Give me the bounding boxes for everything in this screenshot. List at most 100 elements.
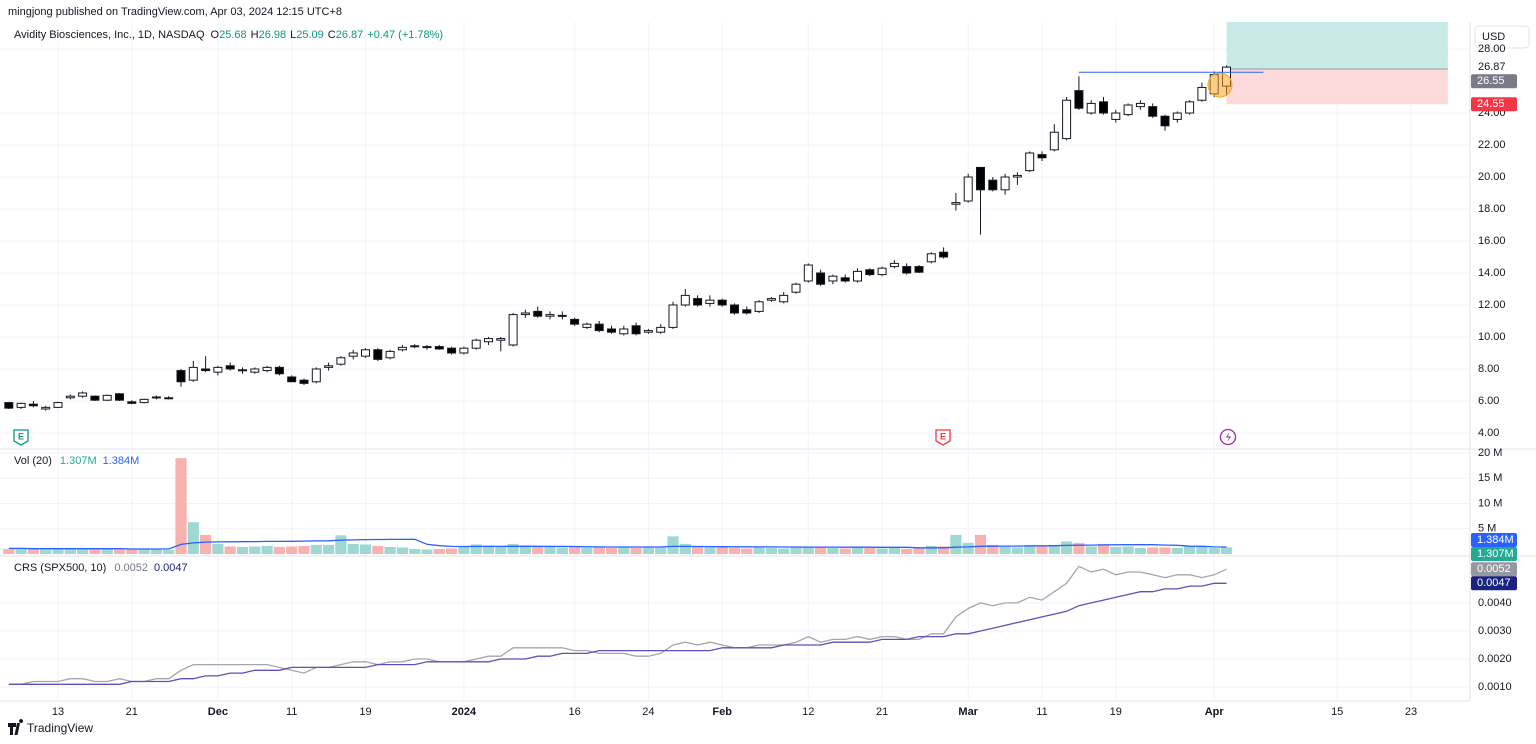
volume-bar bbox=[421, 549, 433, 554]
volume-bar bbox=[630, 547, 642, 554]
x-tick-label: Mar bbox=[958, 706, 978, 718]
currency-button[interactable] bbox=[1474, 25, 1530, 49]
candle-body bbox=[865, 269, 875, 276]
volume-bar bbox=[101, 548, 113, 554]
volume-bar bbox=[396, 547, 408, 554]
volume-bar bbox=[470, 544, 482, 554]
candle-body bbox=[1111, 112, 1121, 120]
stop-label-box bbox=[1471, 97, 1517, 112]
y-tick-label: 18.00 bbox=[1478, 203, 1506, 215]
volume-bar bbox=[1159, 547, 1171, 554]
volume-label-box bbox=[1471, 547, 1517, 562]
legend-title: CRS (SPX500, 10) bbox=[14, 562, 106, 574]
volume-bar bbox=[962, 542, 974, 554]
event-marker[interactable] bbox=[1219, 428, 1237, 446]
candle-body bbox=[668, 304, 678, 328]
volume-bar bbox=[618, 547, 630, 554]
volume-bar bbox=[753, 547, 765, 554]
x-tick-label: 21 bbox=[126, 706, 138, 718]
candle-body bbox=[4, 402, 14, 409]
ohlc-label: O bbox=[211, 29, 220, 41]
volume-bar bbox=[236, 546, 249, 554]
candle-body bbox=[717, 299, 727, 306]
hline-label-box bbox=[1471, 74, 1517, 89]
y-tick-label: 4.00 bbox=[1478, 427, 1499, 439]
candle-body bbox=[385, 350, 395, 359]
volume-bar bbox=[987, 544, 999, 554]
profit-zone bbox=[1226, 22, 1448, 70]
candle-body bbox=[557, 314, 567, 317]
x-tick-label: 13 bbox=[52, 706, 64, 718]
legend-value: 1.307M bbox=[60, 455, 97, 467]
legend-title: Avidity Biosciences, Inc., 1D, NASDAQ bbox=[14, 29, 205, 41]
candle-body bbox=[643, 330, 653, 333]
loss-zone bbox=[1226, 69, 1448, 105]
candle-body bbox=[1049, 131, 1059, 151]
volume-bar bbox=[359, 544, 372, 554]
volume-bar bbox=[1097, 543, 1110, 554]
y-tick-label: 8.00 bbox=[1478, 363, 1499, 375]
candle-body bbox=[816, 272, 826, 285]
candle-body bbox=[238, 369, 247, 372]
y-tick-label: 6.00 bbox=[1478, 395, 1499, 407]
earnings-icon[interactable] bbox=[13, 429, 29, 446]
candle-body bbox=[607, 328, 616, 333]
candle-body bbox=[299, 379, 309, 384]
candle-body bbox=[889, 262, 899, 268]
candle-body bbox=[631, 325, 641, 335]
candle-body bbox=[1012, 174, 1022, 178]
candle-body bbox=[803, 264, 813, 282]
volume-bar bbox=[409, 548, 421, 554]
candle-body bbox=[274, 366, 284, 375]
earnings-marker[interactable]: E bbox=[935, 429, 951, 446]
volume-ma-label-box bbox=[1471, 533, 1517, 548]
legend-change: +0.47 (+1.78%) bbox=[367, 29, 443, 41]
volume-bar bbox=[446, 548, 458, 554]
y-tick-label: 20 M bbox=[1478, 447, 1502, 459]
stop-label: 24.55 bbox=[1477, 98, 1505, 110]
volume-bar bbox=[249, 546, 261, 554]
legend-title: Vol (20) bbox=[14, 455, 52, 467]
candle-body bbox=[828, 275, 838, 282]
brand[interactable]: TradingView bbox=[27, 721, 93, 735]
candle-body bbox=[1135, 102, 1145, 108]
volume-bar bbox=[864, 547, 876, 554]
volume-bar bbox=[335, 535, 347, 554]
volume-bar bbox=[3, 548, 15, 554]
price-plot bbox=[4, 22, 1448, 411]
volume-bar bbox=[1208, 547, 1220, 554]
volume-bar bbox=[150, 549, 162, 554]
volume-bar bbox=[642, 547, 654, 554]
currency[interactable]: USD bbox=[1482, 31, 1505, 43]
earnings-icon[interactable] bbox=[935, 429, 951, 446]
x-tick-label: 11 bbox=[286, 706, 297, 718]
candle-body bbox=[520, 312, 530, 316]
crs-label: 0.0052 bbox=[1477, 563, 1511, 575]
candle-body bbox=[1185, 101, 1195, 114]
volume-bar bbox=[581, 547, 593, 554]
ohlc-value: 25.68 bbox=[219, 29, 247, 41]
y-tick-label: 14.00 bbox=[1478, 267, 1506, 279]
volume-bar bbox=[655, 546, 667, 554]
earnings-glyph: E bbox=[18, 431, 24, 441]
volume-bar bbox=[815, 547, 827, 554]
candle-body bbox=[1197, 86, 1207, 101]
x-tick-label: 16 bbox=[568, 706, 580, 718]
volume-bar bbox=[163, 549, 175, 554]
candle-body bbox=[791, 283, 801, 293]
volume-bar bbox=[692, 546, 704, 554]
candle-body bbox=[176, 370, 186, 383]
volume-bar bbox=[728, 547, 741, 554]
volume-bar bbox=[1011, 547, 1023, 554]
volume-bar bbox=[347, 543, 359, 554]
volume-bar bbox=[1024, 544, 1036, 554]
candle-body bbox=[779, 294, 789, 303]
ohlc-value: 26.87 bbox=[336, 29, 364, 41]
earnings-marker[interactable]: E bbox=[13, 429, 29, 446]
volume-bar bbox=[458, 546, 470, 554]
volume-bar bbox=[1171, 547, 1183, 554]
candle-body bbox=[28, 403, 38, 407]
volume-bar bbox=[138, 549, 150, 554]
candle-body bbox=[78, 392, 88, 397]
